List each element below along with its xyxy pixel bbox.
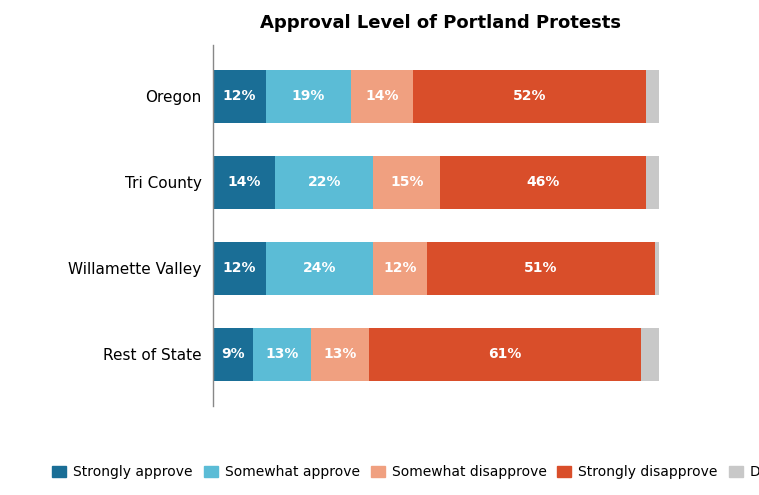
Bar: [253, 328, 310, 381]
Bar: [351, 69, 414, 123]
Bar: [373, 242, 427, 295]
Legend: Strongly approve, Somewhat approve, Somewhat disapprove, Strongly disapprove, Do: Strongly approve, Somewhat approve, Some…: [47, 460, 759, 485]
Bar: [373, 155, 440, 209]
Text: 14%: 14%: [365, 89, 399, 103]
Text: 61%: 61%: [488, 347, 521, 361]
Text: 19%: 19%: [291, 89, 325, 103]
Text: 12%: 12%: [222, 261, 256, 275]
Bar: [369, 328, 641, 381]
Text: 46%: 46%: [526, 175, 559, 189]
Text: 14%: 14%: [227, 175, 260, 189]
Bar: [275, 155, 373, 209]
Text: 15%: 15%: [390, 175, 424, 189]
Title: Approval Level of Portland Protests: Approval Level of Portland Protests: [260, 14, 621, 32]
Bar: [213, 242, 266, 295]
Text: 24%: 24%: [303, 261, 336, 275]
Bar: [310, 328, 369, 381]
Bar: [641, 328, 659, 381]
Bar: [646, 155, 659, 209]
Bar: [440, 155, 646, 209]
Bar: [213, 155, 275, 209]
Bar: [266, 69, 351, 123]
Text: 22%: 22%: [307, 175, 341, 189]
Bar: [266, 242, 373, 295]
Bar: [414, 69, 646, 123]
Bar: [427, 242, 654, 295]
Text: 12%: 12%: [383, 261, 417, 275]
Bar: [213, 328, 253, 381]
Text: 9%: 9%: [221, 347, 244, 361]
Text: 13%: 13%: [323, 347, 357, 361]
Bar: [213, 69, 266, 123]
Text: 52%: 52%: [513, 89, 546, 103]
Text: 51%: 51%: [524, 261, 557, 275]
Bar: [646, 69, 659, 123]
Text: 13%: 13%: [265, 347, 298, 361]
Bar: [654, 242, 659, 295]
Text: 12%: 12%: [222, 89, 256, 103]
